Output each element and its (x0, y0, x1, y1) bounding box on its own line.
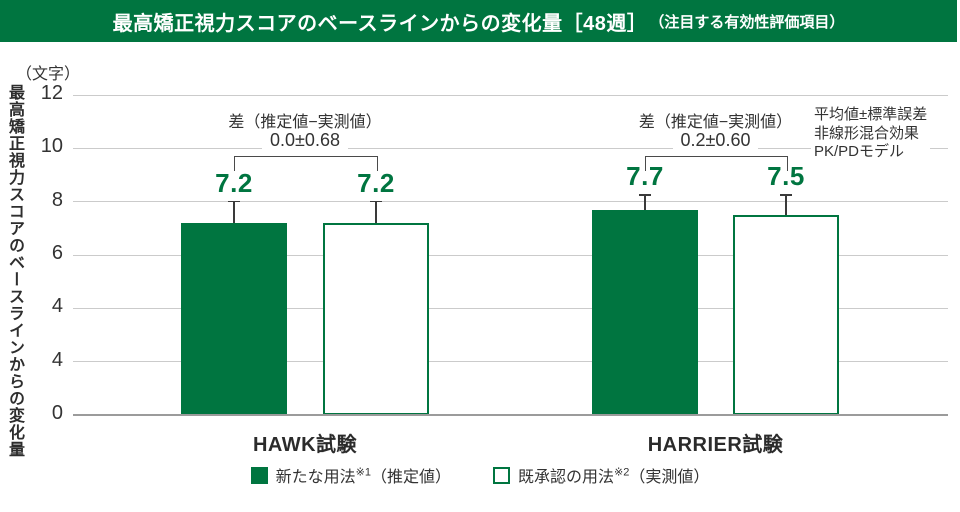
error-bar-hawk-filled (233, 201, 235, 223)
y-axis-tick-label: 10 (40, 135, 63, 158)
diff-bracket-harrier (645, 156, 788, 171)
diff-heading-harrier: 差（推定値−実測値） (638, 114, 793, 131)
chart-title-bar: 最高矯正視力スコアのベースラインからの変化量［48週］ （注目する有効性評価項目… (0, 0, 957, 42)
y-axis-tick-label: 4 (51, 348, 63, 371)
y-axis-tick-label: 12 (40, 82, 63, 104)
diff-value-harrier: 0.2±0.60 (596, 130, 836, 151)
bar-value-harrier-filled: 7.7 (626, 161, 664, 191)
bar-hawk-filled (181, 223, 287, 415)
gridline (73, 307, 948, 309)
legend: 新たな用法※1（推定値） 既承認の用法※2（実測値） (0, 463, 960, 487)
legend-item-estimated: 新たな用法※1（推定値） (250, 463, 451, 487)
error-bar-harrier-outline (785, 195, 787, 215)
x-axis-label-harrier: HARRIER試験 (647, 434, 784, 456)
diff-bracket-hawk (234, 156, 378, 171)
bar-hawk-outline (323, 223, 429, 415)
legend-item-observed: 既承認の用法※2（実測値） (493, 463, 709, 487)
error-bar-cap-harrier-outline (780, 194, 792, 196)
error-bar-cap-hawk-filled (228, 200, 240, 203)
x-axis-label-hawk: HAWK試験 (252, 434, 358, 456)
error-bar-cap-harrier-filled (639, 194, 651, 196)
y-axis-title: 最高矯正視力スコアのベースラインからの変化量 (6, 84, 23, 458)
model-note: 平均値±標準誤差 非線形混合効果 PK/PDモデル (811, 105, 931, 163)
chart-title: 最高矯正視力スコアのベースラインからの変化量［48週］ (112, 12, 648, 35)
bar-value-hawk-outline: 7.2 (357, 167, 395, 198)
y-axis-tick-label: 4 (51, 295, 63, 318)
diff-value-hawk: 0.0±0.68 (185, 130, 425, 151)
legend-swatch-filled-icon (250, 466, 268, 484)
x-axis-baseline (73, 414, 948, 416)
diff-value-text: 0.0±0.68 (262, 130, 348, 150)
legend-label: 既承認の用法※2（実測値） (518, 466, 710, 486)
error-bar-cap-hawk-outline (370, 200, 382, 203)
diff-value-text: 0.2±0.60 (672, 130, 759, 150)
y-axis-tick-label: 6 (51, 242, 63, 264)
model-note-line: PK/PDモデル (814, 143, 905, 160)
model-note-line: 平均値±標準誤差 (814, 106, 928, 123)
bar-value-harrier-outline: 7.5 (767, 161, 805, 191)
legend-swatch-outline-icon (493, 466, 510, 484)
gridline (73, 94, 948, 96)
bar-harrier-outline (733, 215, 839, 415)
bar-value-hawk-filled: 7.2 (215, 167, 253, 198)
diff-heading-hawk: 差（推定値−実測値） (228, 114, 382, 131)
gridline (73, 361, 948, 363)
legend-label: 新たな用法※1（推定値） (275, 466, 451, 486)
error-bar-harrier-filled (644, 195, 646, 210)
bar-harrier-filled (592, 209, 698, 415)
y-axis-tick-labels: 12 10 8 6 4 4 0 (0, 0, 63, 512)
gridline (73, 147, 948, 149)
y-axis-unit-label: （文字） (16, 66, 81, 83)
gridline (73, 254, 948, 256)
model-note-line: 非線形混合効果 (814, 124, 920, 142)
y-axis-tick-label: 0 (51, 402, 63, 424)
chart-title-note: （注目する有効性評価項目） (649, 13, 845, 31)
gridline (73, 201, 948, 203)
error-bar-hawk-outline (375, 201, 377, 223)
y-axis-tick-label: 8 (51, 188, 63, 211)
